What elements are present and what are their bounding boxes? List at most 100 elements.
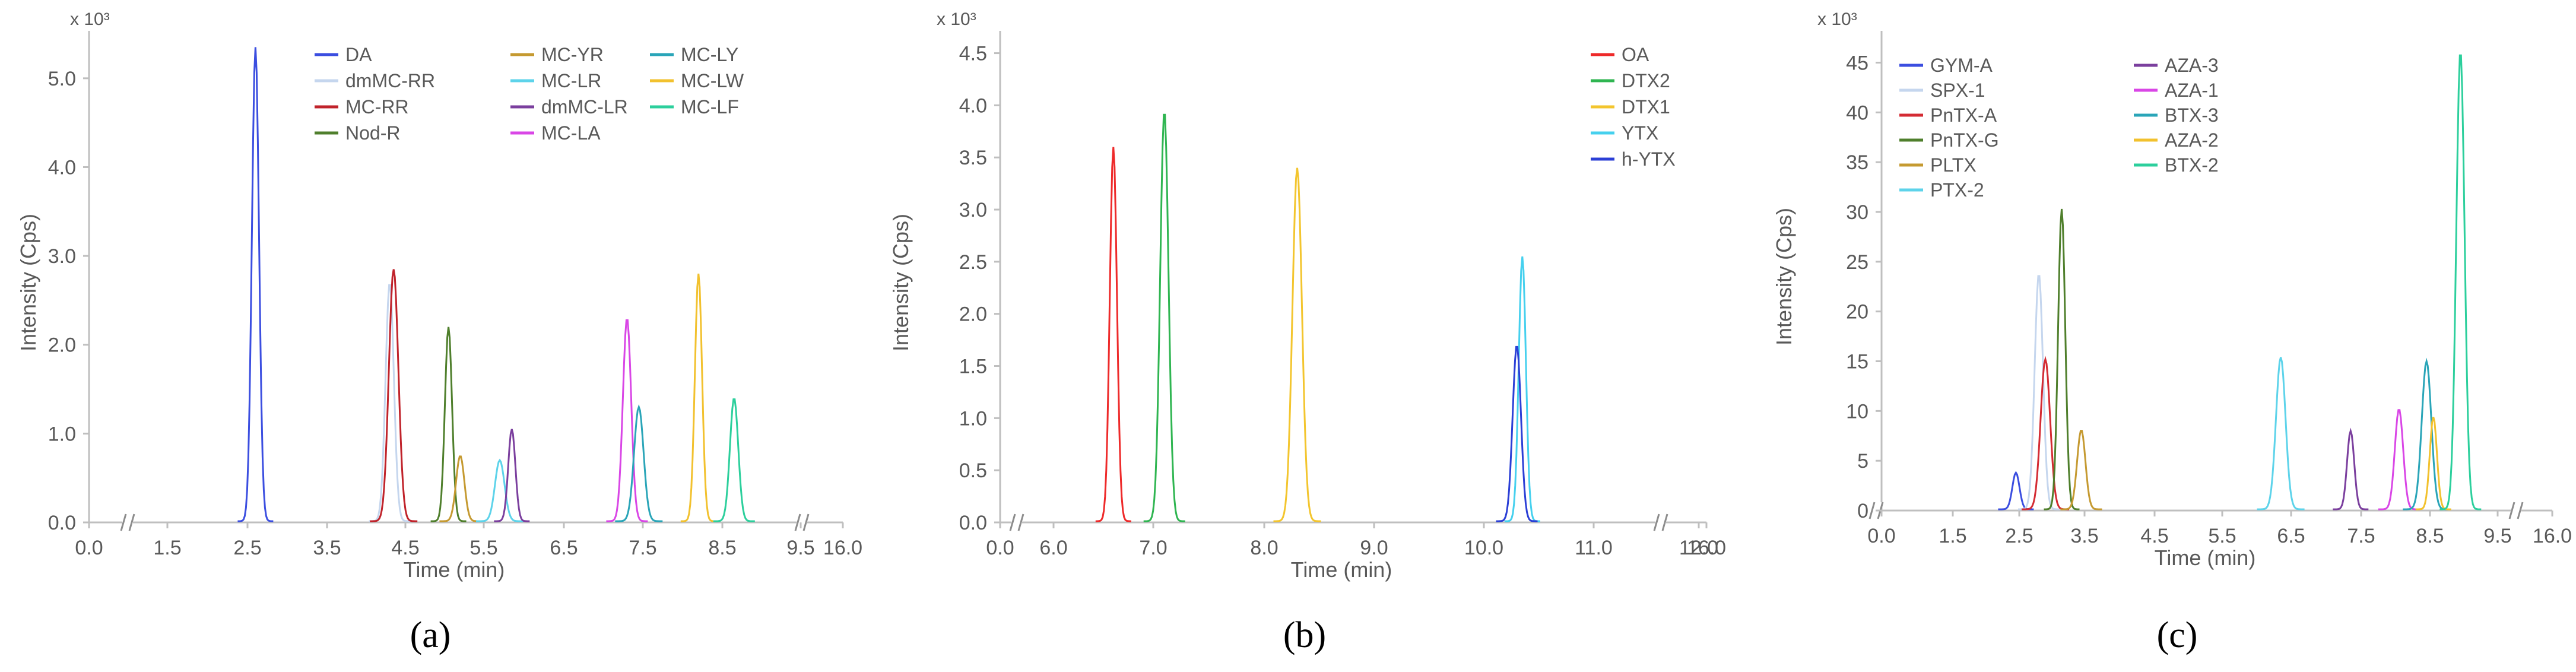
legend-label: MC-YR: [541, 44, 604, 65]
legend-item-btx-3: BTX-3: [2134, 104, 2219, 126]
peak-dmmc-lr: [494, 429, 530, 522]
panel-label: (a): [410, 615, 451, 655]
peak-btx-2: [2439, 54, 2482, 511]
legend-item-dtx2: DTX2: [1591, 70, 1670, 91]
legend-item-mc-rr: MC-RR: [315, 96, 409, 118]
y-tick-label: 35: [1846, 151, 1868, 174]
axis-break-stroke: [128, 513, 135, 531]
x-axis-title: Time (min): [2155, 546, 2256, 570]
peak-mc-lw: [680, 273, 716, 522]
peak-mc-rr: [370, 269, 418, 522]
y-tick-label: 2.5: [959, 251, 987, 274]
x-tick-label: 16.0: [1687, 537, 1726, 559]
peak-spx-1: [2018, 275, 2060, 511]
x-tick-label: 7.0: [1139, 537, 1167, 559]
legend-label: PnTX-G: [1930, 129, 1999, 151]
chart-panel-3: 0 5 10 15 20 25 30 35 40 45 0.0 1.5 2.5 3.5 4.5 5.5 6.5 7…: [1772, 9, 2572, 655]
peak-da: [237, 47, 274, 522]
legend-item-ytx: YTX: [1591, 122, 1658, 144]
legend-label: BTX-2: [2165, 154, 2219, 176]
legend-label: AZA-2: [2165, 129, 2219, 151]
x-tick-label: 2.5: [2005, 525, 2033, 547]
peak-mc-lr: [476, 458, 524, 522]
y-tick-label: 15: [1846, 351, 1868, 373]
x-tick-label: 10.0: [1464, 537, 1503, 559]
y-tick-label: 4.0: [48, 156, 76, 179]
peak-mc-la: [606, 319, 648, 522]
x-tick-label: 7.5: [2347, 525, 2375, 547]
legend: DA dmMC-RR MC-RR Nod-R MC-YR MC-LR dmMC-LR MC-L…: [315, 44, 744, 144]
legend-label: Nod-R: [345, 122, 400, 144]
axis-break-stroke: [1868, 502, 1876, 519]
axis-break-stroke: [120, 513, 127, 531]
y-multiplier-label: x 10³: [937, 9, 976, 29]
legend-label: DA: [345, 44, 372, 65]
legend-label: SPX-1: [1930, 80, 1985, 101]
legend-item-pntx-g: PnTX-G: [1899, 129, 1999, 151]
x-tick-label: 3.5: [313, 537, 341, 559]
peak-ptx-2: [2257, 357, 2305, 511]
x-tick-label: 8.0: [1250, 537, 1278, 559]
x-tick-label: 5.5: [469, 537, 497, 559]
legend-item-aza-2: AZA-2: [2134, 129, 2219, 151]
x-tick-label: 16.0: [823, 537, 862, 559]
legend-label: MC-LF: [681, 96, 739, 118]
x-tick-label: 1.5: [1939, 525, 1966, 547]
axis-break-mark: [1653, 513, 1668, 531]
legend-item-spx-1: SPX-1: [1899, 80, 1985, 101]
y-tick-label: 1.5: [959, 356, 987, 378]
axis-break-stroke: [1009, 513, 1016, 531]
x-tick-label: 16.0: [2533, 525, 2572, 547]
y-tick-label: 0: [1857, 500, 1868, 522]
y-tick-label: 10: [1846, 400, 1868, 423]
axis-break-stroke: [1661, 513, 1668, 531]
y-tick-label: 5.0: [48, 68, 76, 90]
y-tick-label: 1.0: [959, 407, 987, 430]
x-tick-label: 6.5: [550, 537, 578, 559]
axis-break-mark: [794, 513, 810, 531]
y-multiplier-label: x 10³: [70, 9, 110, 29]
legend-item-dtx1: DTX1: [1591, 96, 1670, 118]
legend-item-mc-yr: MC-YR: [510, 44, 604, 65]
peak-pntx-g: [2044, 208, 2080, 511]
peak-ytx: [1504, 256, 1540, 522]
legend-item-da: DA: [315, 44, 372, 65]
peak-nod-r: [430, 327, 467, 522]
legend-item-pltx: PLTX: [1899, 154, 1977, 176]
peak-dtx2: [1143, 113, 1185, 522]
peak-oa: [1095, 147, 1131, 522]
legend: GYM-A SPX-1 PnTX-A PnTX-G PLTX PTX-2 AZA-3 AZA-…: [1899, 55, 2219, 201]
legend-label: PnTX-A: [1930, 104, 1997, 126]
legend-item-oa: OA: [1591, 44, 1649, 65]
y-tick-label: 3.5: [959, 147, 987, 169]
y-tick-label: 0.5: [959, 459, 987, 482]
x-tick-label: 1.5: [153, 537, 181, 559]
y-tick-label: 4.0: [959, 94, 987, 117]
legend-label: AZA-1: [2165, 80, 2219, 101]
legend-item-mc-lr: MC-LR: [510, 70, 601, 91]
legend-label: MC-LW: [681, 70, 744, 91]
axis-break-stroke: [794, 513, 801, 531]
legend-item-mc-la: MC-LA: [510, 122, 601, 144]
axis-break-stroke: [802, 513, 810, 531]
legend-item-gym-a: GYM-A: [1899, 55, 1993, 76]
x-tick-label: 0.0: [1867, 525, 1895, 547]
y-tick-label: 20: [1846, 301, 1868, 324]
axis-break-stroke: [2508, 502, 2515, 519]
x-tick-label: 12.0: [1679, 537, 1718, 559]
legend-label: OA: [1622, 44, 1649, 65]
peak-h-ytx: [1496, 345, 1538, 522]
legend-label: MC-LR: [541, 70, 601, 91]
y-tick-label: 1.0: [48, 423, 76, 445]
legend-item-h-ytx: h-YTX: [1591, 148, 1676, 170]
panel-label: (b): [1283, 615, 1326, 655]
peak-pltx: [2060, 430, 2102, 511]
legend-item-aza-3: AZA-3: [2134, 55, 2219, 76]
chart-panel-1: 0.0 1.0 2.0 3.0 4.0 5.0 0.0 1.5 2.5 3.5 4.5 5.5 6.5 7…: [16, 9, 862, 655]
legend-label: DTX2: [1622, 70, 1670, 91]
peak-aza-3: [2333, 427, 2369, 511]
legend-label: MC-LY: [681, 44, 738, 65]
axis-break-mark: [120, 513, 135, 531]
legend-label: AZA-3: [2165, 55, 2219, 76]
